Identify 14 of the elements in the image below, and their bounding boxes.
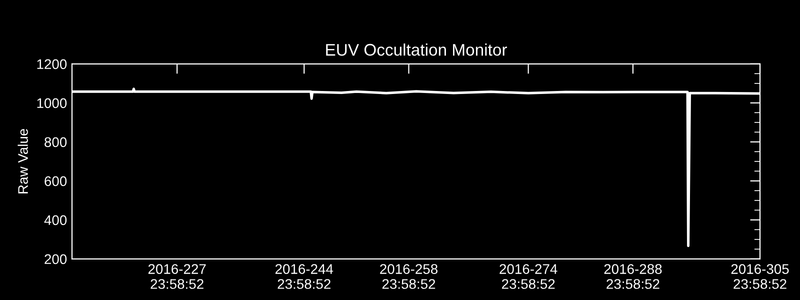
x-tick-label: 2016-258 23:58:52	[380, 264, 438, 289]
y-tick-label: 200	[44, 254, 67, 264]
y-tick-label: 800	[44, 137, 67, 148]
x-tick-label: 2016-227 23:58:52	[148, 264, 206, 289]
y-tick-label: 400	[44, 215, 67, 226]
y-axis-title: Raw Value	[18, 128, 28, 194]
y-tick-label: 1000	[37, 98, 67, 108]
x-tick-label: 2016-305 23:58:52	[731, 264, 789, 289]
x-tick-label: 2016-288 23:58:52	[604, 264, 662, 289]
chart-title: EUV Occultation Monitor	[326, 43, 507, 56]
x-tick-label: 2016-244 23:58:52	[275, 264, 334, 289]
y-tick-label: 600	[44, 176, 67, 186]
x-tick-label: 2016-274 23:58:52	[500, 264, 558, 289]
y-tick-label: 1200	[37, 59, 67, 70]
